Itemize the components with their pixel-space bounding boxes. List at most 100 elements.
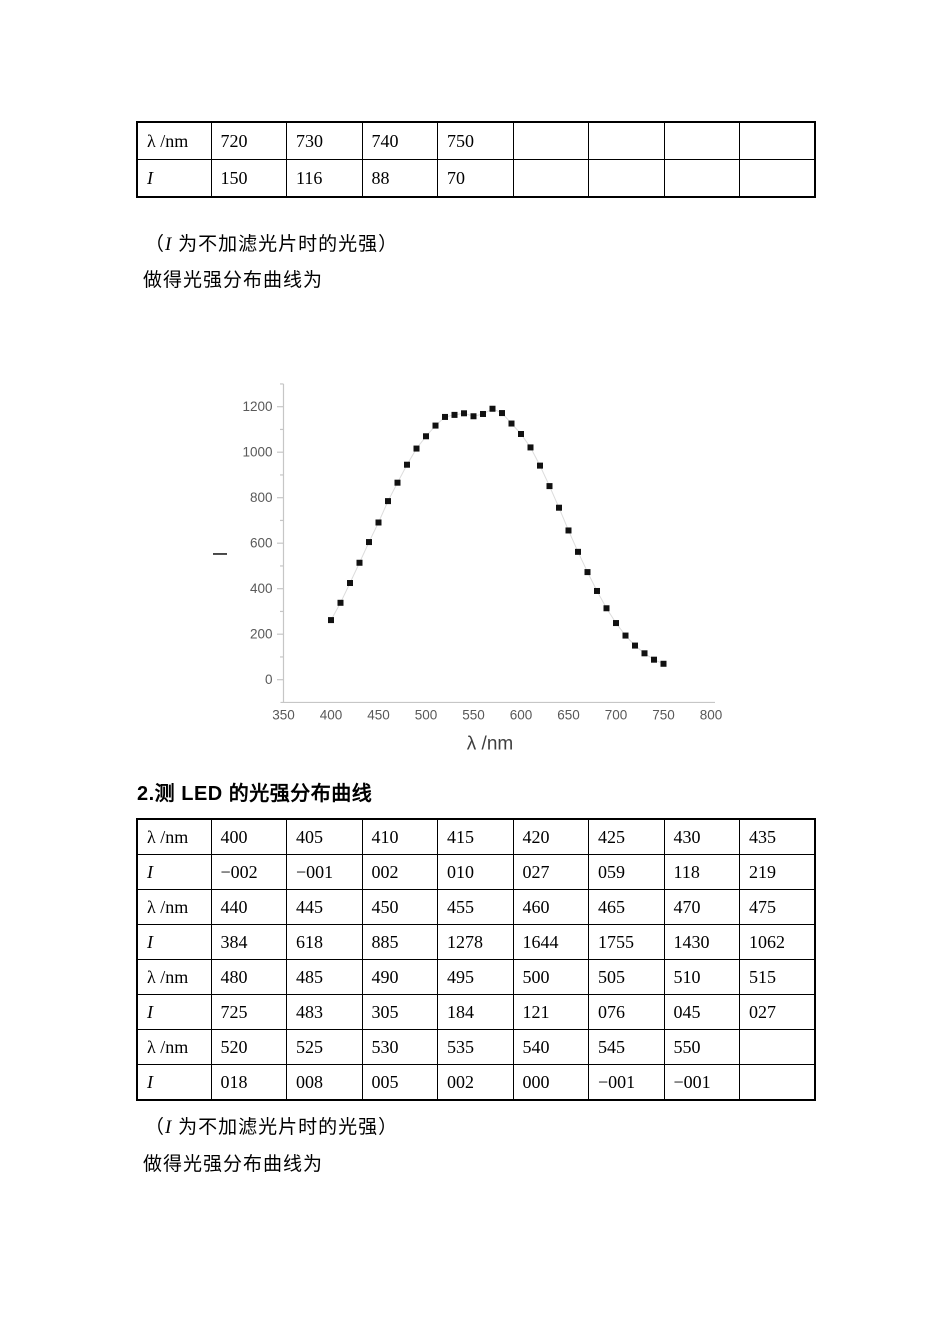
data-cell: 550 <box>663 1029 740 1065</box>
data-point <box>575 548 581 555</box>
data-point <box>584 569 591 576</box>
data-point <box>546 483 553 490</box>
row-header-cell: I <box>136 159 212 198</box>
data-cell: 720 <box>210 121 287 160</box>
data-point <box>651 656 657 663</box>
data-cell: 118 <box>663 854 740 890</box>
table-row: I 384 618 885 1278 1644 1755 1430 1062 <box>136 924 816 960</box>
data-point <box>480 410 486 417</box>
data-cell: −001 <box>588 1064 665 1101</box>
data-cell <box>739 159 816 198</box>
x-tick-label: 350 <box>272 707 295 722</box>
data-cell: 435 <box>739 818 816 855</box>
lamp-intensity-table: λ /nm 720 730 740 750 I 150 116 88 70 <box>136 121 816 198</box>
data-cell: 425 <box>588 818 665 855</box>
x-tick-label: 650 <box>557 707 580 722</box>
data-cell <box>588 121 665 160</box>
data-cell: 465 <box>588 889 665 925</box>
data-cell <box>663 121 740 160</box>
data-cell: 480 <box>210 959 287 995</box>
row-header-cell: I <box>136 924 212 960</box>
data-cell: 88 <box>361 159 438 198</box>
data-cell: 750 <box>437 121 514 160</box>
data-point <box>404 461 410 468</box>
y-tick-label: 600 <box>250 536 273 551</box>
data-cell: 410 <box>361 818 438 855</box>
intensity-distribution-chart: 0 200 400 600 800 1000 1200 350 400 450 500 550 600 6… <box>210 383 723 754</box>
row-header-cell: λ /nm <box>136 1029 212 1065</box>
y-tick-label: 1000 <box>242 445 272 460</box>
data-cell: 1430 <box>663 924 740 960</box>
data-point <box>499 410 505 417</box>
data-cell: 445 <box>286 889 363 925</box>
data-cell: 150 <box>210 159 287 198</box>
paren-open: （ <box>145 234 166 255</box>
data-cell: 460 <box>512 889 589 925</box>
data-point <box>660 660 667 667</box>
data-cell: 400 <box>210 818 287 855</box>
data-cell <box>588 159 665 198</box>
paren-open: （ <box>145 1117 166 1138</box>
data-cell: 1278 <box>437 924 514 960</box>
y-tick-label: 0 <box>265 672 273 687</box>
data-point <box>641 650 648 657</box>
data-point <box>632 642 638 649</box>
data-cell <box>739 121 816 160</box>
symbol-i: I <box>165 1117 173 1138</box>
row-header-cell: I <box>136 854 212 890</box>
data-cell: 045 <box>663 994 740 1030</box>
data-cell: 520 <box>210 1029 287 1065</box>
x-tick-label: 800 <box>700 707 723 722</box>
row-header-cell: I <box>136 1064 212 1101</box>
row-header-cell: λ /nm <box>136 121 212 160</box>
data-cell: 1755 <box>588 924 665 960</box>
data-cell: 121 <box>512 994 589 1030</box>
data-point <box>613 620 619 627</box>
data-cell: 740 <box>361 121 438 160</box>
data-cell: 500 <box>512 959 589 995</box>
table-row: λ /nm 520 525 530 535 540 545 550 <box>136 1029 816 1065</box>
table-row: I −002 −001 002 010 027 059 118 219 <box>136 854 816 890</box>
data-point <box>556 504 562 511</box>
data-cell <box>512 121 589 160</box>
table-row: I 018 008 005 002 000 −001 −001 <box>136 1064 816 1101</box>
filter-note-2: （I 为不加滤光片时的光强） <box>145 1112 398 1139</box>
data-cell <box>739 1029 816 1065</box>
data-point <box>423 433 429 440</box>
data-cell: 885 <box>361 924 438 960</box>
note-text: 为不加滤光片时的光强） <box>172 234 399 255</box>
data-cell: 455 <box>437 889 514 925</box>
data-cell: 005 <box>361 1064 438 1101</box>
data-point <box>508 420 515 427</box>
data-point <box>337 599 344 606</box>
data-cell: 470 <box>663 889 740 925</box>
filter-note-1: （I 为不加滤光片时的光强） <box>145 229 398 256</box>
data-cell: 430 <box>663 818 740 855</box>
data-cell: 000 <box>512 1064 589 1101</box>
data-cell: 1644 <box>512 924 589 960</box>
table-row: λ /nm 400 405 410 415 420 425 430 435 <box>136 818 816 855</box>
data-point <box>451 411 458 418</box>
data-point <box>489 405 496 412</box>
x-tick-label: 600 <box>510 707 533 722</box>
data-point <box>366 539 372 546</box>
row-header-cell: I <box>136 994 212 1030</box>
curve-caption-1: 做得光强分布曲线为 <box>143 270 324 291</box>
data-cell: 540 <box>512 1029 589 1065</box>
data-cell: 618 <box>286 924 363 960</box>
data-cell: −001 <box>286 854 363 890</box>
x-tick-label: 450 <box>367 707 390 722</box>
data-cell: 384 <box>210 924 287 960</box>
data-cell: 505 <box>588 959 665 995</box>
data-cell <box>739 1064 816 1101</box>
y-tick-label: 800 <box>250 490 273 505</box>
data-point <box>565 527 572 534</box>
y-tick-label: 400 <box>250 581 273 596</box>
data-cell: 730 <box>286 121 363 160</box>
data-cell: 415 <box>437 818 514 855</box>
data-cell <box>663 159 740 198</box>
data-point <box>527 444 534 451</box>
data-cell: 305 <box>361 994 438 1030</box>
data-point <box>385 498 391 505</box>
data-cell: 535 <box>437 1029 514 1065</box>
